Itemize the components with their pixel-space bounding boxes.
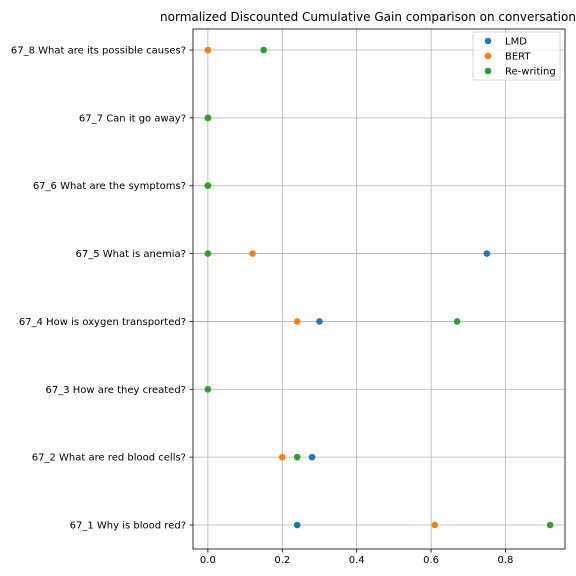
x-tick-label: 0.2: [274, 555, 290, 566]
point-re-writing: [204, 385, 212, 393]
y-tick-label: 67_2 What are red blood cells?: [32, 453, 186, 464]
x-tick-label: 0.0: [200, 555, 216, 566]
x-tick-label: 0.6: [423, 555, 439, 566]
point-bert: [249, 250, 256, 257]
x-axis-ticks: 0.0 0.2 0.4 0.6 0.8: [200, 549, 514, 566]
point-lmd: [483, 250, 491, 257]
legend-marker: [484, 52, 492, 60]
y-tick-label: 67_3 How are they created?: [45, 385, 186, 396]
point-re-writing: [293, 453, 301, 461]
point-re-writing: [204, 250, 212, 257]
point-re-writing: [546, 521, 554, 529]
y-tick-label: 67_4 How is oxygen transported?: [19, 317, 186, 328]
legend-label: LMD: [505, 37, 527, 48]
y-tick-label: 67_8 What are its possible causes?: [11, 46, 186, 57]
legend-marker: [484, 37, 492, 45]
point-bert: [278, 453, 286, 461]
point-lmd: [293, 521, 301, 529]
chart-title: normalized Discounted Cumulative Gain co…: [160, 10, 576, 24]
point-bert: [204, 46, 212, 54]
point-bert: [431, 521, 439, 529]
point-bert: [293, 318, 301, 325]
legend-box: [472, 31, 561, 81]
y-tick-label: 67_5 What is anemia?: [76, 249, 186, 260]
point-lmd: [308, 453, 316, 461]
y-axis-ticks: 67_1 Why is blood red? 67_2 What are red …: [11, 46, 193, 532]
legend: LMD BERT Re-writing: [472, 31, 561, 81]
legend-marker: [484, 67, 492, 75]
y-tick-label: 67_6 What are the symptoms?: [33, 181, 186, 192]
plot-area: [193, 29, 565, 549]
point-re-writing: [204, 114, 212, 122]
y-gridlines: [193, 49, 565, 526]
legend-label: Re-writing: [505, 67, 556, 78]
point-lmd: [316, 318, 323, 325]
point-re-writing: [204, 182, 212, 190]
data-points: [204, 46, 554, 529]
point-re-writing: [260, 46, 267, 54]
x-tick-label: 0.8: [498, 555, 514, 566]
x-tick-label: 0.4: [349, 555, 365, 566]
plot-frame: [192, 28, 566, 550]
y-tick-label: 67_7 Can it go away?: [79, 113, 186, 124]
point-re-writing: [453, 318, 461, 325]
y-tick-label: 67_1 Why is blood red?: [70, 521, 186, 532]
legend-label: BERT: [505, 52, 531, 63]
